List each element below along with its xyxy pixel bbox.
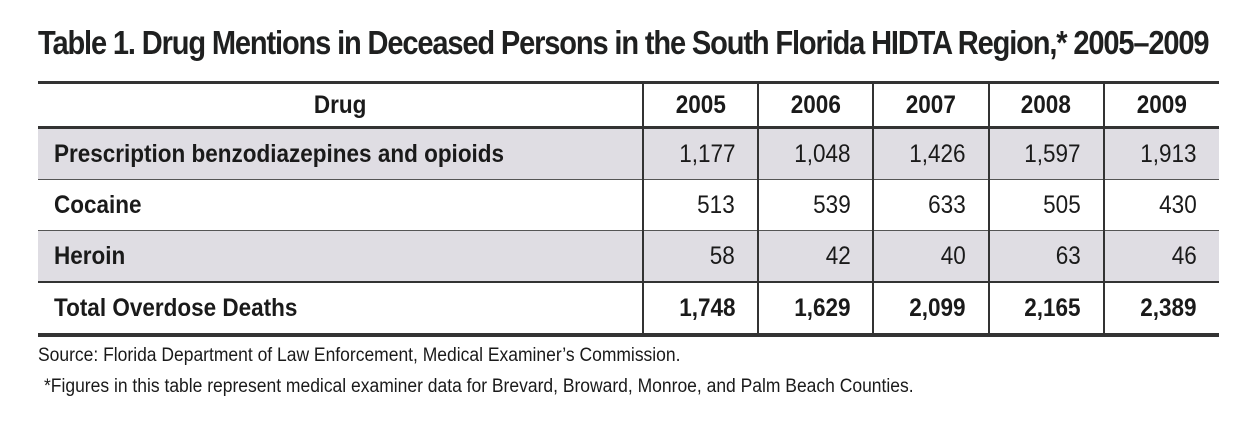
table-cell: 539	[757, 179, 874, 231]
table-cell: 1,426	[872, 127, 989, 180]
row-label: Total Overdose Deaths	[54, 293, 298, 322]
table-row: Prescription benzodiazepines and opioids…	[38, 127, 1219, 180]
column-header-2005: 2005	[642, 82, 759, 128]
footnote: *Figures in this table represent medical…	[44, 376, 914, 397]
table-cell: 2,389	[1102, 282, 1219, 335]
table-cell: 2,165	[987, 282, 1104, 335]
table-cell: 1,177	[642, 127, 759, 180]
table-cell: 505	[987, 179, 1104, 231]
table-cell: 63	[987, 230, 1104, 282]
table-cell: 58	[642, 230, 759, 282]
total-row: Total Overdose Deaths 1,748 1,629 2,099 …	[38, 282, 1219, 335]
column-header-2006: 2006	[757, 82, 874, 128]
table-cell: 633	[872, 179, 989, 231]
table-cell: 1,748	[642, 282, 759, 335]
table-row: Heroin 58 42 40 63 46	[38, 230, 1219, 282]
table-cell: 1,048	[757, 127, 874, 180]
table-cell: 1,913	[1102, 127, 1219, 180]
row-label: Prescription benzodiazepines and opioids	[38, 127, 644, 180]
header-row: Drug 2005 2006 2007 2008 2009	[38, 82, 1219, 128]
table-cell: 1,597	[987, 127, 1104, 180]
table-row: Cocaine 513 539 633 505 430	[38, 179, 1219, 231]
column-header-2007: 2007	[872, 82, 989, 128]
source-note: Source: Florida Department of Law Enforc…	[38, 345, 681, 366]
table-title: Table 1. Drug Mentions in Deceased Perso…	[38, 24, 1210, 61]
row-label: Cocaine	[54, 190, 142, 219]
column-header-drug: Drug	[313, 90, 367, 119]
table-cell: 42	[757, 230, 874, 282]
row-label: Heroin	[38, 230, 644, 282]
table-cell: 1,629	[757, 282, 874, 335]
table-cell: 40	[872, 230, 989, 282]
column-header-2008: 2008	[987, 82, 1104, 128]
table-cell: 513	[642, 179, 759, 231]
table-cell: 46	[1102, 230, 1219, 282]
column-header-2009: 2009	[1102, 82, 1219, 128]
table-cell: 430	[1102, 179, 1219, 231]
drug-mentions-table: Drug 2005 2006 2007 2008 2009 Prescripti…	[38, 81, 1219, 337]
table-cell: 2,099	[872, 282, 989, 335]
